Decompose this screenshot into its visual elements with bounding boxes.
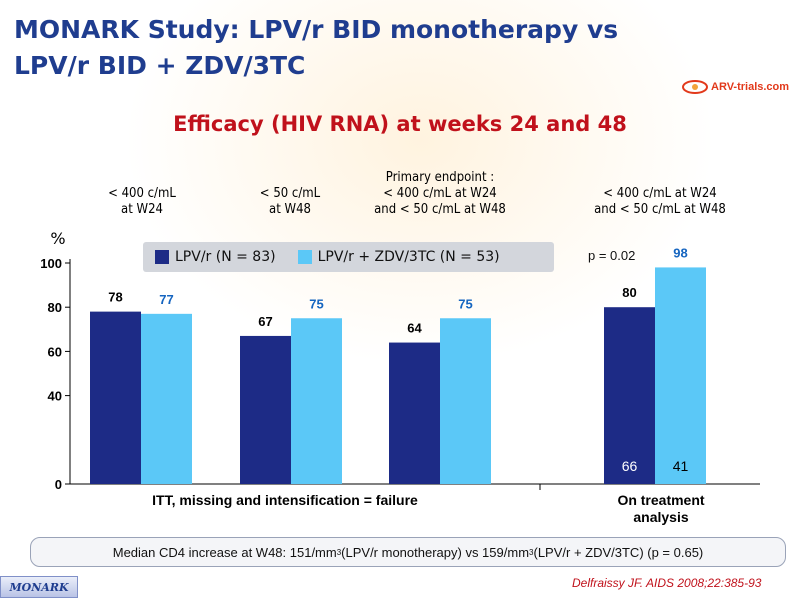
bar-1-1	[90, 311, 141, 484]
category-label-2-line-1: < 50 c/mL	[259, 186, 321, 201]
chart-subtitle: Efficacy (HIV RNA) at weeks 24 and 48	[173, 112, 627, 136]
bar-1-4	[604, 307, 655, 484]
category-label-3: Primary endpoint : < 400 c/mL at W24 and <…	[374, 170, 506, 218]
category-label-3-line-2: < 400 c/mL at W24	[383, 186, 497, 201]
group-label-2-line-2: analysis	[633, 509, 688, 525]
y-tick-label-60: 60	[48, 344, 62, 359]
category-label-2: < 50 c/mL at W48	[260, 186, 320, 218]
y-tick-label-40: 40	[48, 389, 62, 404]
y-axis-label: %	[50, 229, 65, 248]
cd4-footnote: Median CD4 increase at W48: 151/mm 3 (LPV…	[30, 537, 786, 567]
legend-label-series-2: LPV/r + ZDV/3TC (N = 53)	[317, 249, 500, 265]
slide-title-line-2: LPV/r BID + ZDV/3TC	[14, 51, 306, 80]
group-label-2-line-1: On treatment	[617, 492, 704, 508]
n-label-2: 41	[673, 458, 689, 474]
y-tick-label-0: 0	[55, 477, 62, 492]
legend-swatch-series-1	[155, 250, 169, 264]
bar-2-3	[440, 318, 491, 484]
group-label-1-line-1: ITT, missing and intensification = failu…	[152, 492, 418, 508]
n-label-1: 66	[622, 458, 638, 474]
citation: Delfraissy JF. AIDS 2008;22:385-93	[572, 576, 762, 590]
bar-value-label-1-2: 67	[258, 314, 272, 329]
category-label-4-line-1: < 400 c/mL at W24	[603, 186, 717, 201]
bar-value-label-1-1: 78	[108, 290, 122, 305]
footnote-text-1: Median CD4 increase at W48: 151/mm	[112, 544, 337, 560]
chart-legend: LPV/r (N = 83) LPV/r + ZDV/3TC (N = 53)	[143, 242, 554, 272]
arv-trials-logo: ARV-trials.com	[682, 76, 789, 98]
legend-swatch-series-2	[297, 250, 312, 264]
footnote-sup-1: 3	[336, 547, 342, 557]
category-label-4: < 400 c/mL at W24 and < 50 c/mL at W48	[594, 186, 726, 218]
bar-value-label-2-3: 75	[458, 296, 472, 311]
bar-value-label-2-1: 77	[159, 292, 173, 307]
legend-label-series-1: LPV/r (N = 83)	[175, 249, 276, 265]
legend-item-series-2: LPV/r + ZDV/3TC (N = 53)	[297, 249, 500, 265]
bar-2-4	[655, 267, 706, 484]
study-badge: MONARK	[0, 576, 78, 598]
category-label-2-line-2: at W48	[269, 202, 311, 217]
category-label-4-line-2: and < 50 c/mL at W48	[594, 202, 726, 217]
category-label-3-line-3: and < 50 c/mL at W48	[374, 202, 506, 217]
p-value-annotation: p = 0.02	[588, 248, 636, 263]
category-label-1-line-1: < 400 c/mL	[108, 186, 176, 201]
bar-value-label-2-2: 75	[309, 296, 323, 311]
category-label-3-line-1: Primary endpoint :	[385, 170, 495, 185]
bar-value-label-1-4: 80	[622, 285, 636, 300]
category-label-1: < 400 c/mL at W24	[108, 186, 176, 218]
bar-2-2	[291, 318, 342, 484]
bar-value-label-2-4: 98	[673, 245, 687, 260]
slide-title-line-1: MONARK Study: LPV/r BID monotherapy vs	[14, 15, 619, 44]
bar-1-2	[240, 335, 291, 484]
footnote-text-3: (LPV/r + ZDV/3TC) (p = 0.65)	[533, 544, 704, 560]
bar-2-1	[141, 313, 192, 484]
category-label-1-line-2: at W24	[121, 202, 163, 217]
slide-title: MONARK Study: LPV/r BID monotherapy vs L…	[14, 12, 714, 84]
footnote-sup-2: 3	[529, 547, 534, 557]
logo-text: ARV-trials.com	[711, 81, 790, 93]
logo-swoosh-icon	[682, 80, 708, 94]
y-tick-label-80: 80	[48, 300, 62, 315]
footnote-text-2: (LPV/r monotherapy) vs 159/mm	[341, 544, 530, 560]
y-tick-label-100: 100	[40, 256, 62, 271]
bar-value-label-1-3: 64	[407, 321, 422, 336]
bar-1-3	[389, 342, 440, 484]
legend-item-series-1: LPV/r (N = 83)	[155, 249, 276, 265]
